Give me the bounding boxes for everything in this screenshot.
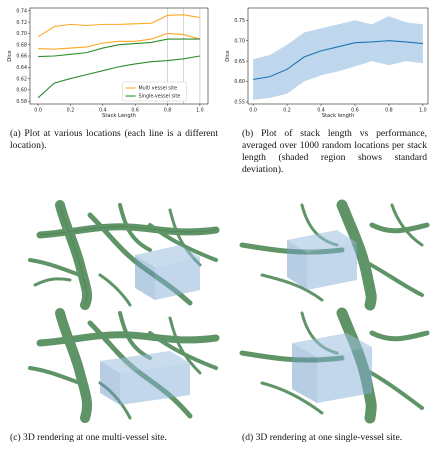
- x-tick-label: 0.4: [99, 108, 107, 114]
- rendering-c-top: [28, 200, 220, 310]
- caption-c: (c) 3D rendering at one multi-vessel sit…: [10, 432, 167, 443]
- caption-b: (b) Plot of stack length vs performance,…: [242, 128, 427, 175]
- y-tick-label: 0.68: [16, 42, 27, 48]
- box-c-bottom: [100, 351, 190, 405]
- x-axis-label: Stack Length: [102, 113, 136, 119]
- box-d-top: [287, 230, 357, 290]
- series-1-line: [38, 32, 201, 50]
- legend-box: [122, 81, 187, 102]
- x-tick-label: 0.6: [131, 108, 139, 114]
- y-tick-label: 0.65: [234, 59, 245, 65]
- legend-label: Multi vessel site: [139, 86, 178, 92]
- x-tick-label: 0.0: [249, 108, 257, 114]
- x-tick-label: 0.8: [164, 108, 172, 114]
- legend-label: Single-vessel site: [139, 94, 181, 100]
- rendering-c: [28, 200, 220, 423]
- x-axis-label: Stack length: [322, 113, 355, 119]
- box-d-bottom: [292, 333, 372, 403]
- box-c-top: [135, 245, 200, 300]
- rendering-d-top: [239, 199, 430, 311]
- chart-b-plot: 0.0 0.2 0.4 0.6 0.8 1.0 0.55 0.60 0.65 0.70 0.75 St…: [225, 7, 429, 119]
- y-tick-label: 0.55: [234, 100, 245, 106]
- y-tick-label: 0.75: [234, 18, 245, 24]
- x-tick-label: 0.4: [317, 108, 325, 114]
- y-tick-label: 0.70: [234, 38, 245, 44]
- y-tick-label: 0.60: [16, 88, 27, 94]
- y-tick-label: 0.64: [16, 65, 27, 71]
- x-tick-label: 1.0: [419, 108, 427, 114]
- series-2-line: [38, 38, 200, 58]
- chart-a-plot: 0.0 0.2 0.4 0.6 0.8 1.0 0.58 0.60 0.62 0.64 0.66 0.…: [7, 7, 209, 119]
- x-tick-label: 1.0: [196, 108, 204, 114]
- plot-frame: [247, 7, 429, 105]
- y-axis-label: Dice: [7, 50, 13, 61]
- series-0-line: [253, 40, 423, 81]
- x-tick-label: 0.2: [283, 108, 291, 114]
- y-tick-label: 0.62: [16, 76, 27, 82]
- series-0-line: [37, 14, 201, 38]
- y-tick-label: 0.58: [16, 99, 27, 105]
- y-tick-label: 0.60: [234, 79, 245, 85]
- series-3-line: [37, 55, 201, 99]
- rendering-c-bottom: [28, 308, 220, 423]
- rendering-d: [239, 199, 430, 424]
- y-tick-label: 0.74: [16, 9, 27, 15]
- x-tick-label: 0.2: [67, 108, 75, 114]
- y-axis-label: Dice: [225, 50, 231, 61]
- x-tick-label: 0.6: [351, 108, 359, 114]
- series-0-band: [253, 16, 423, 100]
- x-tick-label: 0.8: [385, 108, 393, 114]
- caption-d: (d) 3D rendering at one single-vessel si…: [242, 432, 403, 443]
- caption-a: (a) Plot at various locations (each line…: [10, 128, 218, 151]
- x-tick-label: 0.0: [34, 108, 42, 114]
- rendering-d-bottom: [239, 307, 430, 424]
- y-tick-label: 0.70: [16, 31, 27, 37]
- y-tick-label: 0.72: [16, 20, 27, 26]
- y-tick-label: 0.66: [16, 54, 27, 60]
